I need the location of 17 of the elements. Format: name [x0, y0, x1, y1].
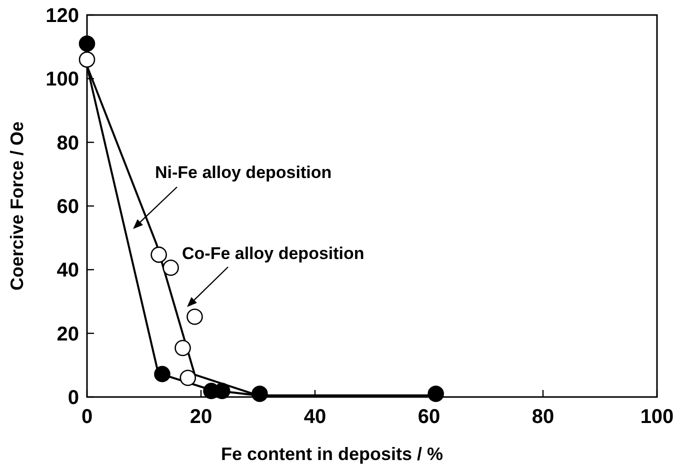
x-tick-label: 40	[304, 406, 326, 428]
x-tick-label: 80	[532, 406, 554, 428]
annotation: Ni-Fe alloy deposition	[155, 163, 332, 182]
x-tick-label: 60	[418, 406, 440, 428]
y-tick-label: 60	[56, 196, 79, 218]
x-tick-label: 0	[81, 406, 93, 428]
y-tick-label: 80	[56, 132, 79, 154]
annotation: Co-Fe alloy deposition	[182, 244, 364, 263]
y-tick-label: 40	[56, 260, 79, 282]
y-tick-label: 0	[68, 387, 79, 409]
y-tick-label: 100	[46, 68, 79, 91]
y-tick-label: 120	[46, 5, 79, 27]
x-tick-label: 100	[640, 406, 674, 428]
x-tick-label: 20	[190, 406, 212, 428]
y-axis-title: Coercive Force / Oe	[7, 121, 27, 291]
y-tick-label: 20	[56, 323, 79, 346]
x-axis-title: Fe content in deposits / %	[220, 444, 444, 464]
